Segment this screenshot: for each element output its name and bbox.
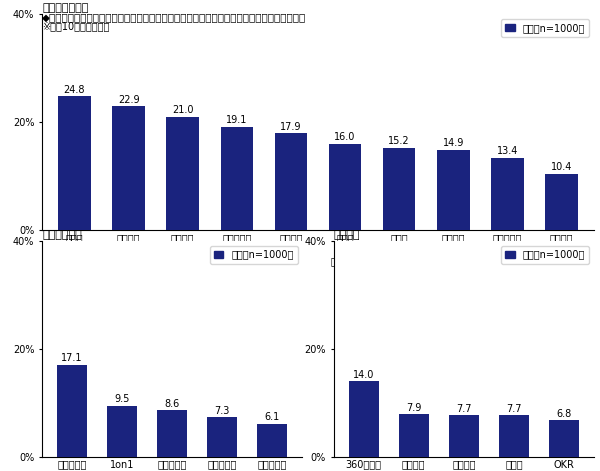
Bar <box>349 382 379 457</box>
Text: 10.4: 10.4 <box>551 162 572 172</box>
Bar <box>166 117 199 230</box>
Text: 7.9: 7.9 <box>406 403 421 413</box>
Text: ※上位10位までを表示: ※上位10位までを表示 <box>42 21 109 31</box>
Bar <box>491 158 524 230</box>
Text: 14.9: 14.9 <box>443 138 464 148</box>
Bar <box>329 144 361 230</box>
Bar <box>207 417 237 457</box>
Text: 8.6: 8.6 <box>164 399 180 409</box>
Bar <box>383 148 415 230</box>
Text: 22.9: 22.9 <box>118 95 139 105</box>
Text: 17.1: 17.1 <box>61 353 83 363</box>
Bar <box>549 420 579 457</box>
Bar <box>437 150 470 230</box>
Text: 7.7: 7.7 <box>506 404 521 414</box>
Text: 19.1: 19.1 <box>226 115 248 125</box>
Text: 9.5: 9.5 <box>115 394 130 404</box>
Text: 13.4: 13.4 <box>497 146 518 156</box>
Text: 15.2: 15.2 <box>388 137 410 146</box>
Text: 【評価】: 【評価】 <box>334 230 360 240</box>
Bar <box>257 424 287 457</box>
Bar <box>112 106 145 230</box>
Text: 17.9: 17.9 <box>280 122 302 132</box>
Text: 【取り組み】: 【取り組み】 <box>42 230 82 240</box>
Text: 14.0: 14.0 <box>353 370 374 380</box>
Bar <box>275 133 307 230</box>
Text: 16.0: 16.0 <box>334 132 356 142</box>
Text: 7.3: 7.3 <box>215 406 230 416</box>
Text: ◆勤め先に人材開発・組織開発のために導入してほしいと思っていること　【複数回答形式】: ◆勤め先に人材開発・組織開発のために導入してほしいと思っていること 【複数回答形… <box>42 12 306 22</box>
Text: 7.7: 7.7 <box>456 404 472 414</box>
Text: 21.0: 21.0 <box>172 105 193 115</box>
Text: 6.8: 6.8 <box>556 408 572 419</box>
Bar <box>399 414 429 457</box>
Bar <box>107 406 137 457</box>
Legend: 全体【n=1000】: 全体【n=1000】 <box>502 19 589 37</box>
Bar <box>449 415 479 457</box>
Bar <box>157 410 187 457</box>
Legend: 全体【n=1000】: 全体【n=1000】 <box>502 246 589 264</box>
Bar <box>221 127 253 230</box>
Bar <box>499 415 529 457</box>
Text: 6.1: 6.1 <box>265 412 280 422</box>
Text: 【研修・支援】: 【研修・支援】 <box>42 3 88 13</box>
Bar <box>58 96 91 230</box>
Text: 24.8: 24.8 <box>64 85 85 95</box>
Legend: 全体【n=1000】: 全体【n=1000】 <box>210 246 298 264</box>
Bar <box>57 365 87 457</box>
Bar <box>545 174 578 230</box>
